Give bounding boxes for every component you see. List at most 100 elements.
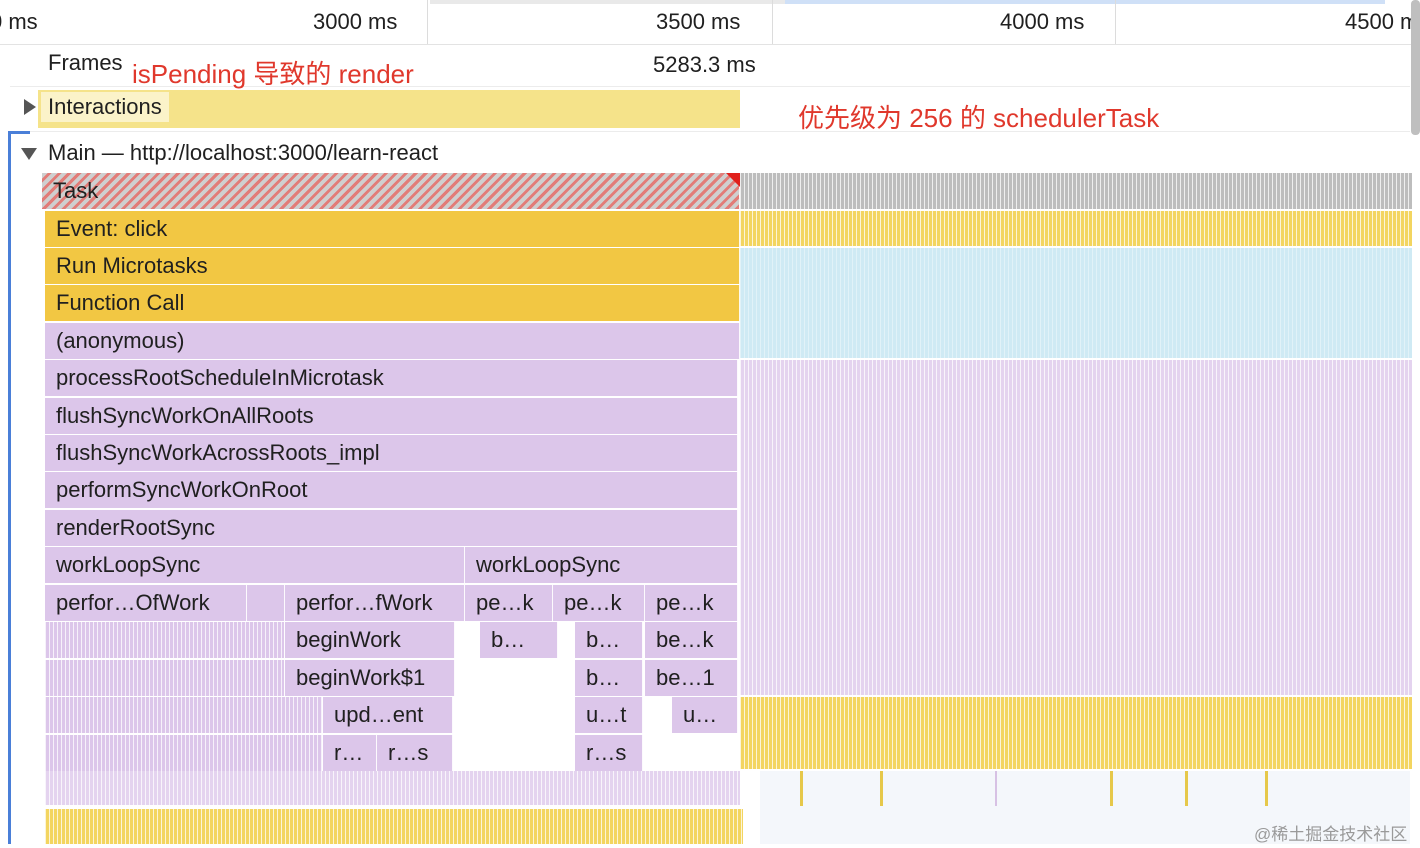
flame-task[interactable]: Task	[42, 173, 740, 209]
microtask-activity	[740, 248, 1412, 358]
flame-dense-calls[interactable]	[45, 660, 285, 696]
flame-label: pe…k	[656, 590, 714, 615]
flame-label: flushSyncWorkAcrossRoots_impl	[56, 440, 380, 465]
flame-begin-work-1[interactable]: be…1	[645, 660, 738, 696]
microtask-activity-stripes	[740, 248, 1412, 358]
activity-mark	[1185, 771, 1188, 806]
ruler-label: 3000 ms	[313, 9, 398, 34]
activity-mark	[995, 771, 997, 806]
flame-begin-work-1[interactable]: b…	[575, 660, 643, 696]
ruler-tick	[1115, 0, 1116, 44]
flame-render[interactable]: r…	[323, 735, 377, 771]
activity-mark	[880, 771, 883, 806]
flame-begin-work-1[interactable]: beginWork$1	[285, 660, 455, 696]
flame-workloop[interactable]: workLoopSync	[45, 547, 465, 583]
flame-label: flushSyncWorkOnAllRoots	[56, 403, 314, 428]
frames-track[interactable]: Frames 5283.3 ms	[10, 44, 1420, 84]
flame-begin-work[interactable]: be…k	[645, 622, 738, 658]
flame-label: pe…k	[564, 590, 622, 615]
flame-render[interactable]: r…s	[377, 735, 453, 771]
interactions-track[interactable]: Interactions	[10, 88, 1420, 130]
long-task-corner-icon	[726, 173, 740, 187]
flame-process-root[interactable]: processRootScheduleInMicrotask	[45, 360, 738, 396]
flame-label: (anonymous)	[56, 328, 185, 353]
flame-begin-work[interactable]: b…	[480, 622, 558, 658]
flame-run-microtasks[interactable]: Run Microtasks	[45, 248, 740, 284]
flame-dense-calls[interactable]	[45, 735, 323, 771]
watermark: @稀土掘金技术社区	[1254, 825, 1408, 844]
flame-update[interactable]: u…t	[575, 697, 643, 733]
flame-label: b…	[586, 627, 621, 652]
flame-label: perfor…fWork	[296, 590, 433, 615]
ruler-tick	[427, 0, 428, 44]
expand-triangle-icon[interactable]	[24, 99, 36, 115]
flame-render-root[interactable]: renderRootSync	[45, 510, 738, 546]
flame-flush-across-roots[interactable]: flushSyncWorkAcrossRoots_impl	[45, 435, 738, 471]
flame-function-call[interactable]: Function Call	[45, 285, 740, 321]
flame-anonymous[interactable]: (anonymous)	[45, 323, 740, 359]
flame-perform-sync[interactable]: performSyncWorkOnRoot	[45, 472, 738, 508]
frame-duration[interactable]: 5283.3 ms	[653, 52, 756, 77]
divider	[10, 131, 1410, 132]
flame-label: be…1	[656, 665, 715, 690]
flame-begin-work[interactable]: beginWork	[285, 622, 455, 658]
divider	[10, 86, 1410, 87]
flame-perform-unit-small[interactable]	[247, 585, 285, 621]
flame-perform-unit[interactable]: perfor…fWork	[285, 585, 465, 621]
flame-perform-unit[interactable]: pe…k	[465, 585, 553, 621]
flame-perform-unit[interactable]: pe…k	[553, 585, 645, 621]
vertical-scrollbar[interactable]	[1411, 0, 1420, 135]
ruler-label: 4500 ms	[1345, 9, 1420, 34]
overview-selection	[430, 0, 785, 4]
flame-label: pe…k	[476, 590, 534, 615]
flame-label: upd…ent	[334, 702, 424, 727]
script-activity-stripes	[740, 697, 1412, 769]
collapse-triangle-icon[interactable]	[21, 148, 37, 160]
ruler-label: 0 ms	[0, 9, 38, 34]
flame-label: r…s	[586, 740, 627, 765]
flame-label: beginWork	[296, 627, 401, 652]
ruler-label: 4000 ms	[1000, 9, 1085, 34]
event-activity-stripes	[740, 211, 1412, 246]
activity-mark	[800, 771, 803, 806]
flame-label: renderRootSync	[56, 515, 215, 540]
lower-right-idle	[760, 771, 1410, 844]
ruler-label: 3500 ms	[656, 9, 741, 34]
frames-label: Frames	[48, 50, 123, 75]
flame-label: Event: click	[56, 216, 168, 241]
flame-label: beginWork$1	[296, 665, 426, 690]
flame-label: be…k	[656, 627, 714, 652]
flame-label: performSyncWorkOnRoot	[56, 477, 308, 502]
main-thread-label: Main — http://localhost:3000/learn-react	[48, 140, 439, 165]
flame-dense-calls[interactable]	[45, 622, 285, 658]
flame-label: workLoopSync	[476, 552, 621, 577]
timeline-ruler[interactable]: 0 ms 3000 ms 3500 ms 4000 ms 4500 ms	[0, 0, 1420, 45]
flame-update[interactable]: u…	[672, 697, 738, 733]
selection-border	[8, 131, 11, 844]
flame-label: b…	[491, 627, 526, 652]
flame-begin-work[interactable]: b…	[575, 622, 643, 658]
selection-border-top	[8, 131, 30, 134]
ruler-tick	[772, 0, 773, 44]
overview-range	[785, 0, 1385, 4]
flame-event-click[interactable]: Event: click	[45, 211, 740, 247]
annotation-ispending: isPending 导致的 render	[132, 59, 414, 89]
flame-label: u…	[683, 702, 718, 727]
activity-mark	[1265, 771, 1268, 806]
flame-label: r…s	[388, 740, 429, 765]
flame-label: r…	[334, 740, 364, 765]
flame-update[interactable]: upd…ent	[323, 697, 453, 733]
task-activity-stripes	[740, 173, 1412, 209]
flame-workloop[interactable]: workLoopSync	[465, 547, 738, 583]
flame-dense-calls[interactable]	[45, 697, 323, 733]
flame-label: workLoopSync	[56, 552, 201, 577]
lower-yellow-stripes	[45, 809, 743, 844]
flame-label: processRootScheduleInMicrotask	[56, 365, 384, 390]
main-track-header[interactable]: Main — http://localhost:3000/learn-react	[10, 136, 1420, 172]
flame-flush-all-roots[interactable]: flushSyncWorkOnAllRoots	[45, 398, 738, 434]
annotation-scheduler: 优先级为 256 的 schedulerTask	[798, 103, 1160, 133]
flame-label: u…t	[586, 702, 627, 727]
flame-perform-unit[interactable]: perfor…OfWork	[45, 585, 247, 621]
flame-perform-unit[interactable]: pe…k	[645, 585, 738, 621]
flame-render[interactable]: r…s	[575, 735, 643, 771]
